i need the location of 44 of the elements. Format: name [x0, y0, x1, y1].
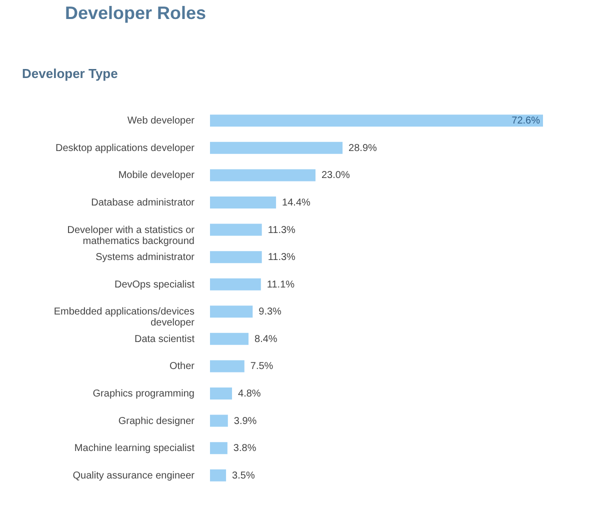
data-label: 3.8% — [233, 443, 256, 454]
chart-title: Developer Roles — [65, 3, 206, 23]
text: Developer Type — [22, 66, 118, 81]
y-tick-label: Database administrator — [91, 198, 196, 208]
bar — [210, 387, 232, 400]
data-label: 23.0% — [321, 170, 350, 182]
data-label: 14.4% — [282, 198, 311, 208]
bar — [210, 169, 316, 182]
y-tick-label: Desktop applications developer — [56, 142, 196, 154]
bar — [210, 251, 262, 264]
bar — [210, 224, 262, 236]
y-tick-label: Machine learning specialist — [74, 443, 195, 454]
bar — [210, 114, 543, 127]
bar — [210, 332, 249, 345]
data-label: 11.1% — [266, 279, 295, 290]
data-label: 11.3% — [268, 252, 296, 264]
bar — [210, 278, 261, 290]
bar — [210, 469, 226, 482]
data-label: 28.9% — [348, 142, 378, 154]
data-label: 7.5% — [250, 361, 274, 372]
data-label: 3.5% — [232, 470, 255, 482]
y-tick-label: Web developer — [127, 116, 196, 127]
y-tick-label: Quality assurance engineer — [72, 470, 196, 482]
y-tick-label: Graphics programming — [92, 388, 194, 400]
y-tick-label: Other — [169, 361, 196, 372]
y-tick-label: Developer with a statistics or mathematics background — [67, 224, 196, 247]
y-tick-label: DevOps specialist — [114, 279, 195, 290]
y-tick-label: Systems administrator — [96, 252, 196, 264]
y-tick-label: Graphic designer — [118, 416, 196, 427]
data-label: 8.4% — [254, 334, 278, 345]
data-label: 9.3% — [258, 306, 282, 318]
data-label: 72.6% — [512, 116, 540, 127]
bar — [210, 306, 253, 318]
bar — [210, 442, 228, 454]
data-label: 11.3% — [268, 224, 296, 236]
bar — [210, 142, 343, 154]
y-tick-label: Mobile developer — [118, 170, 196, 182]
bar — [210, 414, 228, 427]
data-label: 4.8% — [238, 388, 261, 400]
bar — [210, 360, 244, 372]
bar — [210, 196, 276, 209]
y-tick-label: Data scientist — [134, 334, 195, 345]
data-label: 3.9% — [234, 416, 257, 427]
y-tick-label: Embedded applications/devices developer — [54, 306, 196, 329]
